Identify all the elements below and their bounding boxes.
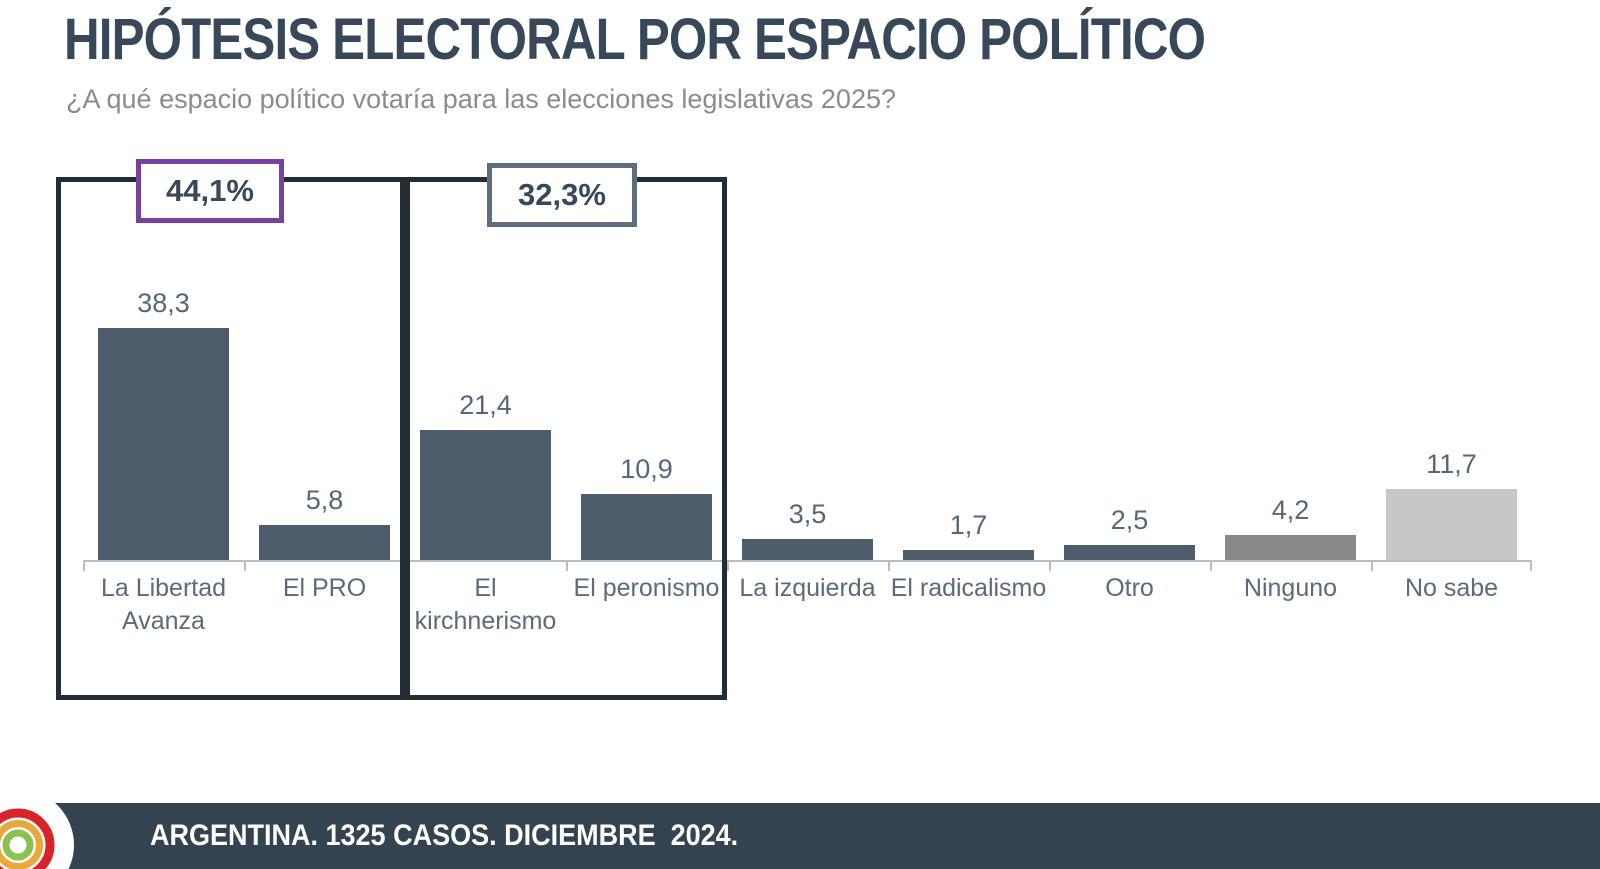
- axis-tick: [1530, 560, 1532, 571]
- axis-tick: [1210, 560, 1212, 571]
- axis-tick: [566, 560, 568, 571]
- group-box-kirchnerismo-peronismo: [405, 177, 727, 700]
- footer-bar: ARGENTINA. 1325 CASOS. DICIEMBRE 2024.: [0, 803, 1600, 869]
- bar-value-label: 5,8: [305, 485, 344, 515]
- page-title: HIPÓTESIS ELECTORAL POR ESPACIO POLÍTICO: [64, 7, 1206, 72]
- bar-category-label: Otro: [1105, 574, 1154, 602]
- axis-tick: [244, 560, 246, 571]
- footer-text: ARGENTINA. 1325 CASOS. DICIEMBRE 2024.: [150, 819, 739, 852]
- bar-value-label: 2,5: [1110, 505, 1149, 535]
- bar-category-label: El radicalismo: [890, 574, 1047, 602]
- bar-category-label: No sabe: [1404, 574, 1499, 602]
- bar-value-label: 21,4: [459, 390, 512, 420]
- axis-tick: [1049, 560, 1051, 571]
- bar-category-label: El PRO: [282, 574, 367, 602]
- chart-subtitle: ¿A qué espacio político votaría para las…: [66, 84, 896, 114]
- bar: [903, 550, 1034, 560]
- bar: [1064, 545, 1195, 560]
- bar-value-label: 10,9: [620, 454, 673, 484]
- bar-category-label: Ninguno: [1243, 574, 1338, 602]
- bar: [1386, 489, 1517, 560]
- bar: [420, 430, 551, 560]
- bar-category-label: La Libertad Avanza: [100, 574, 227, 635]
- rainbow-logo-icon: [0, 803, 74, 869]
- group-total-chip-1: 44,1%: [136, 159, 284, 223]
- bar-value-label: 1,7: [949, 510, 988, 540]
- group-total-chip-2: 32,3%: [487, 163, 637, 227]
- bar-value-label: 38,3: [137, 288, 190, 318]
- axis-tick: [83, 560, 85, 571]
- group-box-libertad-pro: [56, 177, 405, 700]
- bar: [581, 494, 712, 560]
- bar-value-label: 3,5: [788, 499, 827, 529]
- bar-category-label: La izquierda: [739, 574, 876, 602]
- bar: [98, 328, 229, 560]
- x-axis-line: [83, 560, 1532, 562]
- bar-category-label: El peronismo: [573, 574, 720, 602]
- bar-value-label: 4,2: [1271, 495, 1310, 525]
- bar: [1225, 535, 1356, 560]
- bar: [259, 525, 390, 560]
- axis-tick: [1371, 560, 1373, 571]
- axis-tick: [888, 560, 890, 571]
- bar-category-label: El kirchnerismo: [414, 574, 557, 635]
- bar: [742, 539, 873, 560]
- bar-value-label: 11,7: [1426, 449, 1477, 479]
- axis-tick: [727, 560, 729, 571]
